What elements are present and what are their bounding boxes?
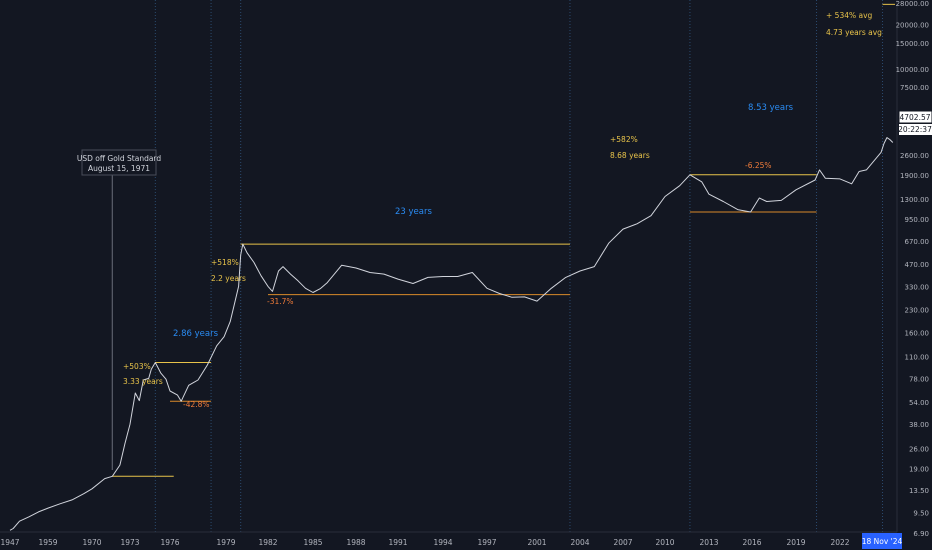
time-axis-ticks: 1947 1959 1970 1973 1976 1979 1982 1985 1988 1991… [0, 538, 849, 547]
y-tick-label: 10000.00 [896, 66, 929, 74]
y-tick-label: 20000.00 [896, 22, 929, 30]
y-tick-label: 54.00 [909, 399, 929, 407]
annotation-years-1: 3.33 years [123, 377, 163, 386]
y-tick-label: 950.00 [905, 216, 930, 224]
countdown-label: 20:22:37 [898, 125, 932, 134]
x-tick-label: 2010 [655, 538, 674, 547]
y-tick-label: 330.00 [905, 283, 930, 291]
annotation-duration-2: 23 years [395, 207, 432, 217]
y-tick-label: 15000.00 [896, 40, 929, 48]
annotation-drop-2: -31.7% [267, 297, 294, 306]
annotation-years-3: 8.68 years [610, 151, 650, 160]
annotation-drop-1: -42.8% [183, 400, 210, 409]
y-tick-label: 26.00 [909, 445, 929, 453]
usd-gold-standard-box [81, 149, 157, 176]
annotation-years-2: 2.2 years [211, 274, 246, 283]
x-tick-label: 1947 [0, 538, 19, 547]
current-price-box [898, 110, 932, 124]
y-tick-label: 1300.00 [900, 196, 929, 204]
y-tick-label: 2600.00 [900, 152, 929, 160]
y-tick-label: 160.00 [905, 330, 930, 338]
cycle-vertical-lines [111, 0, 884, 532]
x-tick-label: 1976 [160, 538, 179, 547]
x-tick-label: 1970 [82, 538, 101, 547]
y-tick-label: 1900.00 [900, 172, 929, 180]
date-box [862, 533, 902, 549]
usd-gold-standard-text-2: August 15, 1971 [88, 164, 150, 173]
y-tick-label: 78.00 [909, 375, 929, 383]
x-tick-label: 2022 [830, 538, 849, 547]
x-tick-label: 1997 [477, 538, 496, 547]
cycle-horizontal-lines [112, 3, 895, 477]
y-tick-label: 470.00 [905, 261, 930, 269]
annotation-gain-1: +503% [123, 362, 151, 371]
annotation-drop-3: -6.25% [745, 161, 772, 170]
price-line [9, 137, 894, 531]
annotation-avg-gain: + 534% avg [826, 11, 873, 20]
y-tick-label: 7500.00 [900, 84, 929, 92]
y-tick-label: 9.50 [913, 510, 929, 518]
x-tick-label: 1991 [388, 538, 407, 547]
price-axis-ticks: 28000.00 20000.00 15000.00 10000.00 7500.00 2… [896, 0, 929, 538]
y-tick-label: 110.00 [905, 353, 930, 361]
countdown-box [899, 124, 932, 135]
y-tick-label: 38.00 [909, 421, 929, 429]
x-tick-label: 1994 [433, 538, 452, 547]
x-tick-label: 1973 [120, 538, 139, 547]
y-tick-label: 28000.00 [896, 0, 929, 8]
x-tick-label: 1979 [216, 538, 235, 547]
x-tick-label: 2013 [699, 538, 718, 547]
x-tick-label: 2004 [570, 538, 589, 547]
y-tick-label: 230.00 [905, 306, 930, 314]
annotation-gain-3: +582% [610, 135, 638, 144]
x-tick-label: 1982 [258, 538, 277, 547]
usd-gold-standard-text-1: USD off Gold Standard [77, 154, 162, 163]
annotation-avg-years: 4.73 years avg [826, 28, 882, 37]
x-tick-label: 1959 [38, 538, 57, 547]
annotation-gain-2: +518% [211, 258, 239, 267]
x-tick-label: 1985 [303, 538, 322, 547]
x-tick-label: 2007 [613, 538, 632, 547]
x-tick-label: 2001 [527, 538, 546, 547]
y-tick-label: 13.50 [909, 487, 929, 495]
date-label: 18 Nov '24 [862, 537, 903, 546]
annotation-duration-1: 2.86 years [173, 329, 219, 339]
x-tick-label: 2016 [742, 538, 761, 547]
annotation-duration-3: 8.53 years [748, 103, 794, 113]
y-tick-label: 6.90 [913, 530, 929, 538]
x-tick-label: 1988 [346, 538, 365, 547]
y-tick-label: 19.00 [909, 465, 929, 473]
x-tick-label: 2019 [786, 538, 805, 547]
y-tick-label: 670.00 [905, 238, 930, 246]
current-price-label: 4702.57 [899, 113, 930, 122]
